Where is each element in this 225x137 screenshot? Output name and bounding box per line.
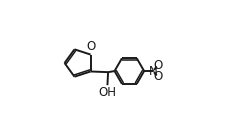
Text: OH: OH — [98, 86, 116, 99]
Text: N: N — [149, 65, 157, 78]
Text: O: O — [153, 59, 162, 72]
Text: O: O — [153, 70, 162, 83]
Text: O: O — [87, 40, 96, 53]
